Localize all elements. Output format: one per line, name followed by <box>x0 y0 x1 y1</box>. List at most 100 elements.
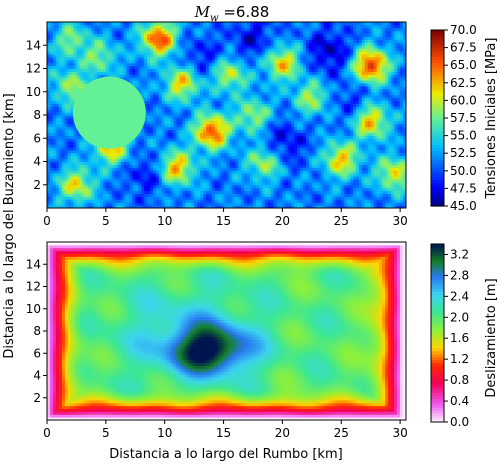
stress-cell <box>300 141 304 145</box>
stress-cell <box>167 187 172 192</box>
stress-cell <box>67 138 72 142</box>
stress-cell <box>170 103 175 107</box>
stress-cell <box>329 196 333 200</box>
stress-cell <box>394 196 398 200</box>
stress-cell <box>303 123 307 128</box>
stress-cell <box>102 146 107 151</box>
stress-cell <box>217 167 222 171</box>
stress-cell <box>364 138 369 142</box>
stress-cell <box>370 205 375 208</box>
stress-cell <box>273 149 278 154</box>
stress-cell <box>205 176 210 180</box>
stress-cell <box>358 178 363 183</box>
stress-cell <box>105 184 110 189</box>
stress-cell <box>291 176 295 180</box>
stress-cell <box>297 199 301 203</box>
stress-cell <box>288 178 292 183</box>
stress-cell <box>149 120 154 125</box>
stress-cell <box>47 94 51 99</box>
stress-cell <box>179 141 183 145</box>
stress-cell <box>332 202 336 206</box>
stress-cell <box>205 155 210 160</box>
stress-cell <box>191 141 195 145</box>
stress-cell <box>91 190 95 194</box>
stress-cell <box>320 190 325 194</box>
stress-cell <box>149 106 154 110</box>
stress-cell <box>138 170 142 174</box>
stress-cell <box>308 184 313 189</box>
stress-cell <box>376 115 381 119</box>
stress-cell <box>332 100 336 104</box>
stress-cell <box>161 129 166 133</box>
stress-cell <box>317 91 322 96</box>
stress-cell <box>370 91 375 96</box>
stress-cell <box>285 129 289 133</box>
stress-cell <box>176 205 180 208</box>
stress-cell <box>300 193 304 197</box>
stress-cell <box>232 155 236 160</box>
stress-cell <box>247 88 251 93</box>
stress-cell <box>126 181 130 186</box>
stress-cell <box>220 161 225 165</box>
stress-cell <box>197 181 201 186</box>
stress-cell <box>353 190 357 194</box>
stress-cell <box>91 161 95 165</box>
stress-cell <box>164 196 169 200</box>
stress-cell <box>108 152 113 157</box>
stress-cell <box>258 176 263 180</box>
stress-cell <box>191 120 195 125</box>
stress-cell <box>291 152 295 157</box>
stress-cell <box>276 126 280 131</box>
stress-cell <box>211 158 216 162</box>
stress-cell <box>176 126 180 131</box>
stress-cell <box>58 91 63 96</box>
stress-cell <box>238 144 242 148</box>
stress-cell <box>235 199 239 203</box>
stress-cell <box>185 184 189 189</box>
stress-cell <box>370 138 375 142</box>
stress-cell <box>385 176 389 180</box>
stress-cell <box>161 146 166 151</box>
stress-cell <box>205 126 210 131</box>
stress-cell <box>320 152 325 157</box>
stress-cell <box>147 187 151 192</box>
stress-cell <box>258 155 263 160</box>
stress-cell <box>61 135 66 139</box>
stress-cell <box>200 170 204 174</box>
stress-cell <box>355 170 360 174</box>
stress-cell <box>117 170 122 174</box>
stress-cell <box>49 152 54 157</box>
stress-cell <box>394 181 398 186</box>
stress-cell <box>403 202 406 206</box>
stress-cell <box>217 129 222 133</box>
stress-cell <box>152 158 157 162</box>
stress-cell <box>226 152 230 157</box>
stress-cell <box>247 158 251 162</box>
stress-cell <box>364 146 369 151</box>
stress-cell <box>270 117 275 122</box>
stress-cell <box>235 141 239 145</box>
stress-cell <box>282 205 286 208</box>
stress-cell <box>52 202 57 206</box>
stress-cell <box>273 138 278 142</box>
stress-cell <box>194 126 198 131</box>
stress-cell <box>373 164 378 168</box>
stress-cell <box>300 199 304 203</box>
stress-cell <box>300 126 304 131</box>
stress-cell <box>220 144 225 148</box>
stress-cell <box>288 187 292 192</box>
stress-cell <box>250 149 254 154</box>
stress-cell <box>67 126 72 131</box>
stress-cell <box>358 202 363 206</box>
stress-cell <box>344 109 348 113</box>
stress-cell <box>58 193 63 197</box>
stress-cell <box>252 181 257 186</box>
stress-cell <box>353 155 357 160</box>
stress-cell <box>214 170 219 174</box>
stress-cell <box>329 178 333 183</box>
stress-cell <box>167 196 172 200</box>
stress-cell <box>314 199 319 203</box>
stress-cell <box>144 135 148 139</box>
stress-cell <box>152 91 157 96</box>
stress-cell <box>329 205 333 208</box>
